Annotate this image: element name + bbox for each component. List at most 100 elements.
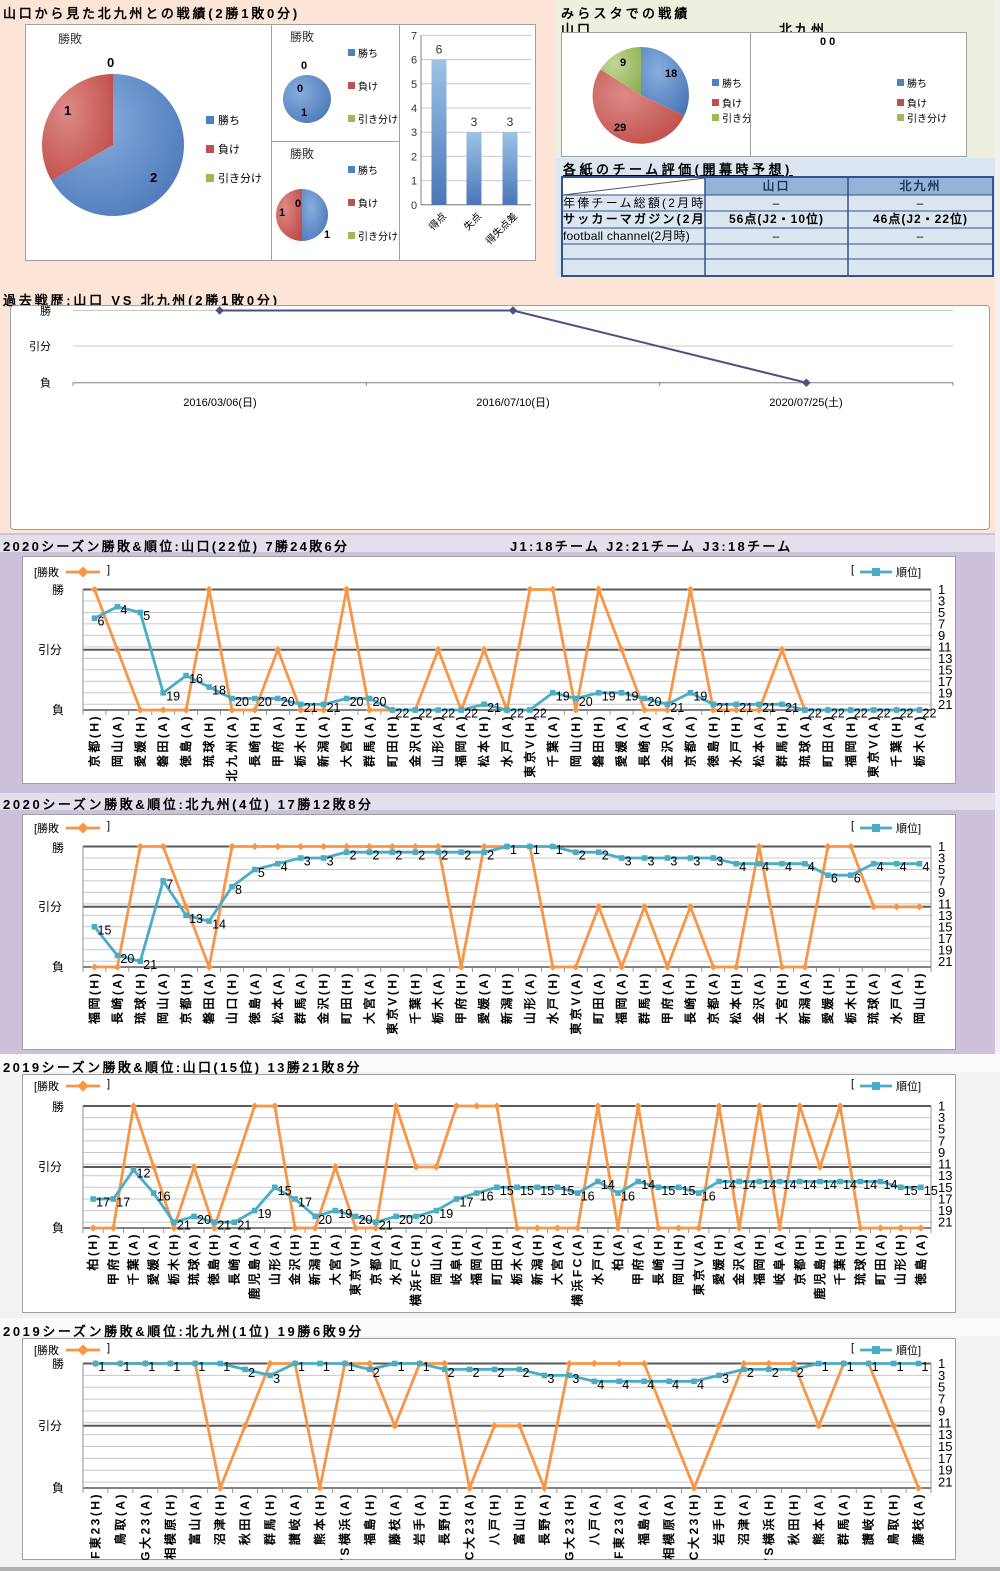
svg-text:4: 4 <box>622 1378 629 1392</box>
svg-text:4: 4 <box>808 860 815 874</box>
svg-text:3: 3 <box>471 115 478 129</box>
svg-text:水戸(H): 水戸(H) <box>545 971 560 1024</box>
svg-text:3: 3 <box>273 1372 280 1386</box>
svg-text:愛媛(H): 愛媛(H) <box>711 1232 726 1285</box>
svg-text:7: 7 <box>938 1392 945 1407</box>
svg-text:2: 2 <box>602 849 609 863</box>
svg-text:17: 17 <box>938 1451 952 1466</box>
svg-text:14: 14 <box>762 1178 776 1192</box>
svg-text:21: 21 <box>177 1219 191 1233</box>
svg-text:15: 15 <box>98 923 112 937</box>
svg-text:21: 21 <box>938 1475 952 1490</box>
svg-text:5: 5 <box>258 866 265 880</box>
svg-text:長野(H): 長野(H) <box>437 1492 452 1545</box>
svg-text:1: 1 <box>411 176 417 188</box>
svg-text:20: 20 <box>419 1213 433 1227</box>
svg-text:讃岐(A): 讃岐(A) <box>287 1492 302 1545</box>
svg-text:徳島(H): 徳島(H) <box>206 1232 221 1286</box>
svg-text:15: 15 <box>278 1184 292 1198</box>
svg-text:13: 13 <box>938 651 952 666</box>
svg-text:1: 1 <box>847 1360 854 1374</box>
svg-text:引分: 引分 <box>29 339 51 353</box>
svg-text:20: 20 <box>579 695 593 709</box>
svg-text:長崎(A): 長崎(A) <box>109 971 124 1024</box>
svg-text:11: 11 <box>938 639 952 654</box>
svg-text:徳島(H): 徳島(H) <box>705 714 720 768</box>
svg-text:5: 5 <box>411 79 417 91</box>
svg-text:6: 6 <box>854 872 861 886</box>
svg-text:14: 14 <box>884 1178 898 1192</box>
svg-text:3: 3 <box>716 855 723 869</box>
svg-text:3: 3 <box>625 855 632 869</box>
svg-text:福岡(A): 福岡(A) <box>469 1232 484 1286</box>
svg-text:3: 3 <box>670 855 677 869</box>
svg-text:愛媛(H): 愛媛(H) <box>820 971 835 1024</box>
svg-text:八戸(A): 八戸(A) <box>587 1492 601 1546</box>
svg-text:栃木(A): 栃木(A) <box>912 714 927 767</box>
svg-text:21: 21 <box>938 697 952 712</box>
svg-text:21: 21 <box>785 701 799 715</box>
svg-text:東京V(H): 東京V(H) <box>522 714 537 778</box>
svg-text:15: 15 <box>938 662 952 677</box>
svg-text:1: 1 <box>323 1360 330 1374</box>
svg-text:甲府(H): 甲府(H) <box>105 1232 120 1285</box>
svg-text:水戸(H): 水戸(H) <box>728 714 743 767</box>
svg-text:長崎(H): 長崎(H) <box>650 1232 665 1285</box>
svg-text:1: 1 <box>348 1360 355 1374</box>
svg-text:3: 3 <box>648 855 655 869</box>
svg-text:21: 21 <box>237 1219 251 1233</box>
svg-text:11: 11 <box>938 1415 952 1430</box>
svg-text:1: 1 <box>298 1360 305 1374</box>
svg-text:21: 21 <box>739 701 753 715</box>
svg-text:4: 4 <box>647 1378 654 1392</box>
svg-text:15: 15 <box>561 1184 575 1198</box>
svg-text:F東23(H): F東23(H) <box>88 1492 103 1559</box>
svg-text:琉球(A): 琉球(A) <box>866 971 881 1024</box>
svg-text:鹿児島(A): 鹿児島(A) <box>247 1232 262 1300</box>
svg-text:20: 20 <box>373 695 387 709</box>
svg-text:5: 5 <box>938 1380 945 1395</box>
svg-text:栃木(A): 栃木(A) <box>430 971 445 1024</box>
svg-text:2: 2 <box>395 849 402 863</box>
svg-text:富山(A): 富山(A) <box>187 1492 202 1545</box>
svg-text:13: 13 <box>938 908 952 923</box>
svg-text:八戸(H): 八戸(H) <box>488 1492 502 1546</box>
svg-text:G大23(A): G大23(A) <box>137 1492 152 1560</box>
svg-text:22: 22 <box>441 707 455 721</box>
svg-text:鹿児島(H): 鹿児島(H) <box>812 1232 827 1300</box>
svg-text:19: 19 <box>166 689 180 703</box>
svg-text:17: 17 <box>938 674 952 689</box>
svg-text:松本(H): 松本(H) <box>476 714 491 767</box>
svg-text:5: 5 <box>938 862 945 877</box>
svg-text:9: 9 <box>938 885 945 900</box>
svg-text:19: 19 <box>938 942 952 957</box>
svg-text:金沢(A): 金沢(A) <box>659 714 674 768</box>
svg-text:京都(H): 京都(H) <box>87 714 102 767</box>
svg-text:徳島(A): 徳島(A) <box>178 714 193 768</box>
svg-text:福岡(H): 福岡(H) <box>843 714 858 768</box>
svg-text:岡山(A): 岡山(A) <box>428 1232 443 1285</box>
svg-text:16: 16 <box>157 1190 171 1204</box>
svg-text:松本(A): 松本(A) <box>270 971 285 1024</box>
svg-text:徳島(A): 徳島(A) <box>913 1232 928 1286</box>
svg-text:14: 14 <box>212 918 226 932</box>
svg-text:3: 3 <box>327 855 334 869</box>
svg-text:東京V(A): 東京V(A) <box>691 1232 706 1296</box>
svg-text:愛媛(A): 愛媛(A) <box>614 714 629 767</box>
svg-text:22: 22 <box>418 707 432 721</box>
svg-text:町田(H): 町田(H) <box>490 1232 504 1285</box>
svg-text:讃岐(H): 讃岐(H) <box>861 1492 876 1545</box>
svg-text:千葉(H): 千葉(H) <box>407 971 422 1024</box>
svg-text:福島(A): 福島(A) <box>636 1492 651 1546</box>
svg-text:柏(A): 柏(A) <box>610 1232 625 1271</box>
svg-text:14: 14 <box>742 1178 756 1192</box>
svg-text:20: 20 <box>197 1213 211 1227</box>
svg-text:6: 6 <box>98 615 105 629</box>
svg-text:群馬(A): 群馬(A) <box>362 714 377 768</box>
svg-text:柏(H): 柏(H) <box>85 1232 100 1271</box>
svg-text:3: 3 <box>507 115 514 129</box>
svg-text:21: 21 <box>143 958 157 972</box>
svg-text:4: 4 <box>785 860 792 874</box>
svg-text:19: 19 <box>602 689 616 703</box>
svg-text:15: 15 <box>938 919 952 934</box>
